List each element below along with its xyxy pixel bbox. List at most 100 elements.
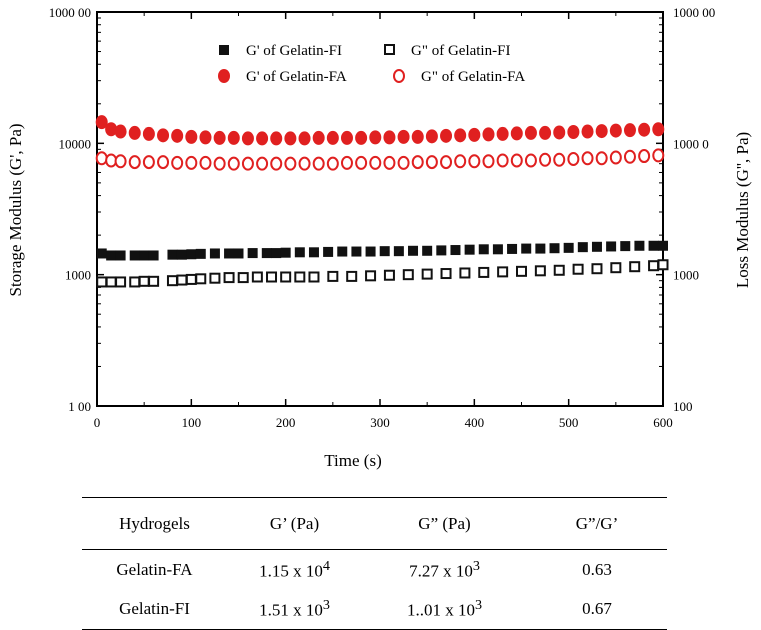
data-point xyxy=(171,155,184,170)
legend-marker-square-open xyxy=(384,44,395,55)
summary-table: Hydrogels G’ (Pa) G” (Pa) G”/G’ Gelatin-… xyxy=(82,497,667,630)
data-point xyxy=(256,156,269,171)
data-point xyxy=(496,153,509,168)
data-point xyxy=(128,155,141,170)
data-point xyxy=(534,265,546,277)
data-point xyxy=(185,273,197,285)
data-point xyxy=(213,156,226,171)
data-point xyxy=(510,153,523,168)
legend-entry-g-double-prime-fa: G" of Gelatin-FA xyxy=(393,69,525,85)
data-point xyxy=(652,148,665,163)
data-point xyxy=(129,250,140,261)
series-circle-open xyxy=(95,148,665,171)
data-point xyxy=(195,248,206,259)
data-point xyxy=(105,276,117,288)
data-point xyxy=(510,126,523,141)
data-point xyxy=(539,152,552,167)
data-point xyxy=(482,127,495,142)
data-point xyxy=(591,241,602,252)
data-point xyxy=(454,154,467,169)
data-point xyxy=(610,262,622,274)
data-point xyxy=(195,273,207,285)
data-point xyxy=(105,122,118,137)
table-row: Gelatin-FI 1.51 x 103 1..01 x 103 0.67 xyxy=(82,590,667,630)
data-point xyxy=(271,248,282,259)
y-left-tick-label: 10000 xyxy=(59,136,92,151)
data-point xyxy=(114,154,127,169)
data-point xyxy=(327,270,339,282)
header-ratio: G”/G’ xyxy=(575,513,619,533)
data-point xyxy=(581,124,594,139)
data-point xyxy=(609,123,622,138)
y-left-tick-label: 1000 xyxy=(65,268,91,283)
legend-entry-g-prime-fa: G' of Gelatin-FA xyxy=(218,69,347,85)
data-point xyxy=(270,156,283,171)
data-point xyxy=(312,130,325,145)
series-square-filled xyxy=(96,240,668,261)
data-point xyxy=(436,245,447,256)
cell-base: 7.27 x 10 xyxy=(409,561,473,581)
cell-g-double-prime: 1..01 x 103 xyxy=(362,590,527,630)
data-point xyxy=(563,242,574,253)
data-point xyxy=(535,243,546,254)
series-circle-filled xyxy=(95,115,665,146)
data-point xyxy=(256,131,269,146)
data-point xyxy=(369,130,382,145)
legend-label: G" of Gelatin-FI xyxy=(411,43,510,59)
data-point xyxy=(247,248,258,259)
cell-exponent: 3 xyxy=(474,597,483,614)
data-point xyxy=(652,122,665,137)
cell-base: 1..01 x 10 xyxy=(406,601,475,621)
data-point xyxy=(106,250,117,261)
legend-entry-g-double-prime-fi: G" of Gelatin-FI xyxy=(384,43,510,59)
data-point xyxy=(166,275,178,287)
x-tick-label: 500 xyxy=(559,415,579,430)
legend-entry-g-prime-fi: G' of Gelatin-FI xyxy=(219,43,342,59)
data-point xyxy=(411,129,424,144)
data-point xyxy=(185,129,198,144)
data-point xyxy=(606,241,617,252)
data-point xyxy=(365,270,377,282)
data-point xyxy=(346,270,358,282)
data-point xyxy=(623,149,636,164)
data-point xyxy=(213,130,226,145)
header-g-double-prime: G” (Pa) xyxy=(418,513,471,533)
data-point xyxy=(171,128,184,143)
legend-marker-square-filled xyxy=(219,45,229,55)
data-point xyxy=(95,115,108,130)
axis-ticks: 0 100 200 300 400 500 600 1 00 100 1000 1000 10000 1… xyxy=(49,5,716,430)
data-point xyxy=(553,264,565,276)
data-point xyxy=(450,245,461,256)
legend-label: G" of Gelatin-FA xyxy=(421,69,525,85)
data-point xyxy=(355,130,368,145)
data-point xyxy=(326,156,339,171)
data-point xyxy=(595,151,608,166)
data-point xyxy=(148,275,160,287)
data-point xyxy=(142,155,155,170)
y-left-tick-label: 1000 00 xyxy=(49,5,91,20)
x-tick-label: 400 xyxy=(465,415,485,430)
legend-label: G' of Gelatin-FI xyxy=(246,43,342,59)
cell-exponent: 4 xyxy=(322,557,330,574)
data-point xyxy=(185,155,198,170)
data-point xyxy=(623,123,636,138)
data-point xyxy=(138,275,150,287)
y-right-tick-label: 1000 xyxy=(673,268,699,283)
data-point xyxy=(411,155,424,170)
data-point xyxy=(129,276,141,288)
data-point xyxy=(620,241,631,252)
data-point xyxy=(421,268,433,280)
modulus-chart: 0 100 200 300 400 500 600 1 00 100 1000 1000 10000 1… xyxy=(6,5,752,470)
data-point xyxy=(383,155,396,170)
data-point xyxy=(440,128,453,143)
data-point xyxy=(96,276,108,288)
data-point xyxy=(567,151,580,166)
data-point xyxy=(227,130,240,145)
data-point xyxy=(408,245,419,256)
data-point xyxy=(308,271,320,283)
data-point xyxy=(186,249,197,260)
cell-name: Gelatin-FA xyxy=(116,559,193,579)
data-point xyxy=(266,271,278,283)
data-point xyxy=(280,271,292,283)
cell-exponent: 3 xyxy=(322,597,330,614)
